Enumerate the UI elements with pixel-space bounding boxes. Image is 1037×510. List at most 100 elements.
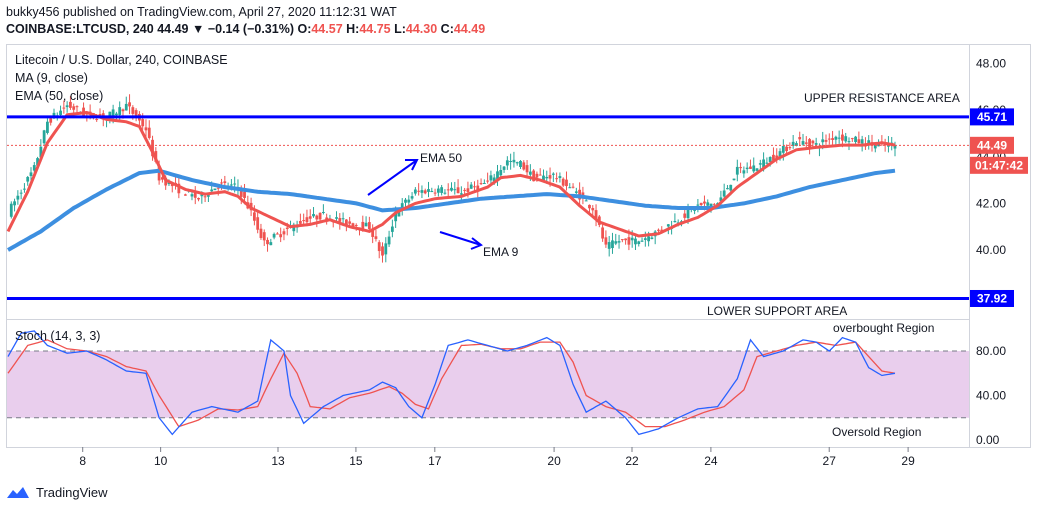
x-tick-label: 15 bbox=[349, 454, 363, 468]
ema50-annotation: EMA 50 bbox=[420, 151, 462, 165]
candle-body bbox=[463, 189, 467, 191]
candle-body bbox=[459, 193, 463, 195]
candle-body bbox=[456, 187, 460, 194]
candle-body bbox=[515, 162, 519, 164]
candle-body bbox=[479, 183, 483, 185]
candle-body bbox=[118, 107, 122, 115]
ema9-arrow bbox=[439, 231, 483, 250]
candle-body bbox=[213, 188, 217, 191]
x-tick-label: 17 bbox=[428, 454, 442, 468]
price-axis-tick: 48.00 bbox=[976, 57, 1006, 71]
candle-body bbox=[565, 179, 568, 187]
candle-body bbox=[69, 101, 72, 108]
candle-body bbox=[404, 199, 407, 203]
candle-body bbox=[877, 143, 880, 147]
candle-body bbox=[190, 194, 194, 197]
candle-body bbox=[292, 224, 296, 232]
ema-legend: EMA (50, close) bbox=[15, 89, 103, 103]
candle-body bbox=[384, 243, 388, 255]
low-label: L: bbox=[394, 22, 406, 36]
tradingview-logo-icon bbox=[7, 487, 29, 498]
candle-body bbox=[509, 160, 513, 162]
candle-body bbox=[476, 185, 480, 190]
candle-body bbox=[706, 202, 710, 206]
candle-body bbox=[647, 236, 651, 242]
candle-body bbox=[338, 218, 342, 222]
candle-body bbox=[614, 241, 618, 244]
candle-body bbox=[486, 180, 490, 182]
candle-body bbox=[32, 165, 36, 171]
candle-body bbox=[233, 183, 237, 185]
candle-body bbox=[808, 139, 811, 148]
candle-body bbox=[502, 166, 506, 170]
x-tick-label: 13 bbox=[271, 454, 285, 468]
upper-resistance-label: UPPER RESISTANCE AREA bbox=[804, 91, 960, 105]
candle-body bbox=[400, 203, 404, 209]
x-tick-label: 27 bbox=[823, 454, 837, 468]
candle-body bbox=[650, 237, 654, 239]
candle-body bbox=[860, 139, 864, 144]
high-value: 44.75 bbox=[359, 22, 391, 36]
candle-body bbox=[49, 118, 53, 123]
candle-body bbox=[216, 187, 220, 189]
candle-body bbox=[52, 112, 56, 118]
candle-body bbox=[279, 234, 283, 238]
candles bbox=[9, 94, 897, 263]
candle-body bbox=[298, 221, 302, 224]
stoch-axis-tick: 0.00 bbox=[976, 433, 1000, 447]
candle-body bbox=[433, 192, 437, 194]
candle-body bbox=[387, 236, 391, 245]
candle-body bbox=[177, 183, 181, 194]
open-label: O: bbox=[297, 22, 312, 36]
last-price: 44.49 bbox=[157, 22, 189, 36]
candle-body bbox=[735, 166, 739, 175]
candle-body bbox=[686, 209, 690, 219]
candle-body bbox=[275, 233, 279, 235]
x-tick-label: 10 bbox=[154, 454, 168, 468]
candle-body bbox=[660, 229, 664, 232]
stoch-axis-tick: 80.00 bbox=[976, 344, 1006, 358]
candle-body bbox=[121, 109, 125, 112]
candle-body bbox=[312, 214, 315, 217]
candle-body bbox=[496, 171, 499, 180]
candle-body bbox=[630, 237, 634, 241]
candle-body bbox=[115, 113, 118, 116]
candle-body bbox=[814, 143, 818, 145]
svg-text:45.71: 45.71 bbox=[977, 110, 1007, 124]
candle-body bbox=[229, 184, 233, 186]
candle-body bbox=[545, 176, 549, 179]
candle-body bbox=[512, 159, 516, 163]
candle-body bbox=[417, 190, 421, 192]
candle-body bbox=[666, 224, 670, 227]
candle-body bbox=[206, 195, 210, 197]
chart-canvas[interactable]: EMA 50 EMA 9 UPPER RESISTANCE AREA LOWER… bbox=[0, 0, 1037, 482]
candle-body bbox=[42, 130, 46, 144]
lower-support-label: LOWER SUPPORT AREA bbox=[707, 304, 847, 318]
candle-body bbox=[259, 228, 263, 238]
candle-body bbox=[571, 186, 575, 188]
candle-body bbox=[335, 217, 338, 219]
candle-body bbox=[325, 217, 329, 221]
candle-body bbox=[23, 188, 26, 190]
candle-body bbox=[184, 194, 187, 196]
candle-body bbox=[413, 189, 417, 194]
symbol: COINBASE:LTCUSD, 240 bbox=[6, 22, 154, 36]
candle-body bbox=[893, 145, 897, 149]
candle-body bbox=[161, 177, 164, 180]
candle-body bbox=[742, 170, 746, 174]
candle-body bbox=[220, 182, 223, 184]
candle-body bbox=[844, 136, 848, 142]
change: ▼ −0.14 (−0.31%) bbox=[191, 22, 294, 36]
candle-body bbox=[561, 178, 565, 186]
chart-title: Litecoin / U.S. Dollar, 240, COINBASE bbox=[15, 53, 228, 67]
chart-header: bukky456 published on TradingView.com, A… bbox=[6, 4, 485, 38]
candle-body bbox=[354, 224, 358, 226]
candle-body bbox=[574, 191, 578, 193]
candle-body bbox=[381, 246, 384, 256]
low-value: 44.30 bbox=[405, 22, 438, 36]
candle-body bbox=[617, 241, 621, 243]
candle-body bbox=[525, 165, 529, 173]
footer[interactable]: TradingView bbox=[6, 483, 108, 501]
candle-body bbox=[637, 241, 641, 245]
candle-body bbox=[446, 189, 450, 191]
